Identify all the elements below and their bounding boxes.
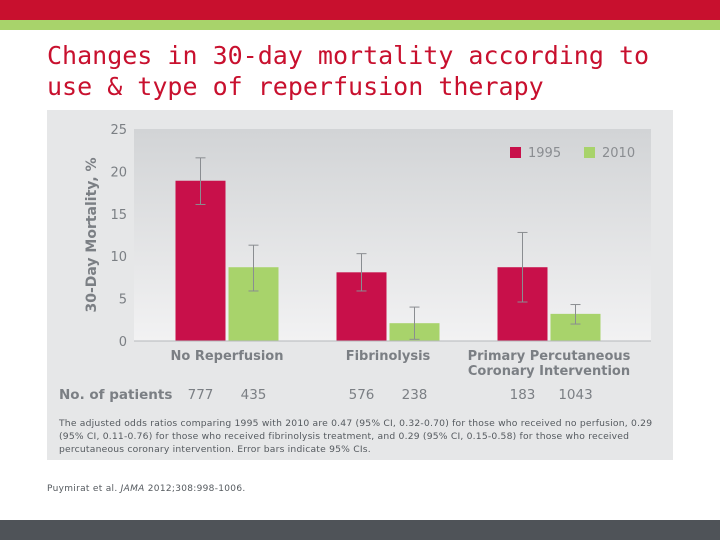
mortality-bar-chart: 25 20 15 10 5 0 30-Day Mortality, % No Reperfus… xyxy=(59,123,651,403)
y-tick-label: 0 xyxy=(119,335,127,350)
chart-panel: 25 20 15 10 5 0 30-Day Mortality, % No Reperfus… xyxy=(47,110,673,460)
header-accent-stripe xyxy=(0,20,720,30)
category-label: Fibrinolysis xyxy=(346,349,431,364)
bar-1995-0 xyxy=(175,180,226,341)
chart-footnote: The adjusted odds ratios comparing 1995 … xyxy=(59,418,653,455)
patient-count: 777 xyxy=(188,387,214,403)
citation: Puymirat et al. JAMA 2012;308:998-1006. xyxy=(47,484,246,494)
patient-count: 238 xyxy=(402,387,428,403)
category-label: No Reperfusion xyxy=(171,349,284,364)
patient-count: 1043 xyxy=(558,387,592,403)
header-accent-bar xyxy=(0,0,720,20)
footer-bar xyxy=(0,520,720,540)
y-axis-label: 30-Day Mortality, % xyxy=(84,157,100,312)
y-tick-label: 15 xyxy=(110,208,127,223)
patient-count: 576 xyxy=(349,387,375,403)
y-tick-label: 5 xyxy=(119,293,127,308)
patients-label: No. of patients xyxy=(59,387,172,403)
legend-swatch-2010 xyxy=(584,147,595,158)
patient-count: 183 xyxy=(510,387,536,403)
patient-count: 435 xyxy=(241,387,267,403)
slide-title: Changes in 30-day mortality according to… xyxy=(47,41,650,101)
citation-authors: Puymirat et al. xyxy=(47,484,118,494)
y-tick-label: 10 xyxy=(110,250,127,265)
legend-label-1995: 1995 xyxy=(528,146,561,161)
category-label: Coronary Intervention xyxy=(468,364,630,379)
legend-swatch-1995 xyxy=(510,147,521,158)
y-tick-label: 20 xyxy=(110,165,127,180)
y-tick-label: 25 xyxy=(110,123,127,138)
legend-label-2010: 2010 xyxy=(602,146,635,161)
citation-journal: JAMA xyxy=(120,484,145,494)
category-label: Primary Percutaneous xyxy=(468,349,631,364)
citation-details: 2012;308:998-1006. xyxy=(147,484,246,494)
